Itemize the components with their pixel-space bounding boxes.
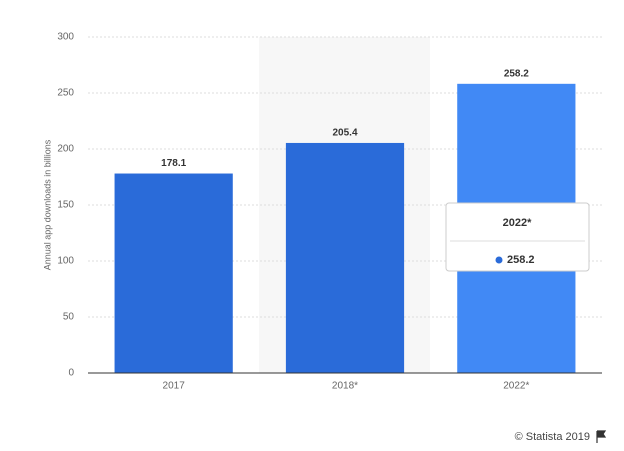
x-tick-label: 2017 [163,381,186,392]
tooltip: 2022* 258.2 [445,202,590,272]
y-axis-label: Annual app downloads in billions [42,139,52,270]
bar [114,173,233,373]
y-tick-label: 250 [57,88,74,99]
y-tick-label: 200 [57,144,74,155]
y-tick-label: 300 [57,32,74,43]
y-tick-label: 100 [57,256,74,267]
y-tick-label: 50 [63,312,75,323]
credit: © Statista 2019 [515,431,590,443]
flag-icon [596,430,607,443]
bar [285,142,405,373]
x-tick-label: 2022* [503,381,529,392]
value-label: 178.1 [161,158,186,169]
y-tick-label: 150 [57,200,74,211]
value-label: 258.2 [504,68,529,79]
y-tick-label: 0 [68,368,74,379]
tooltip-title: 2022* [503,217,532,229]
x-tick-label: 2018* [332,381,358,392]
tooltip-box [445,202,590,272]
tooltip-dot [495,256,503,264]
value-label: 205.4 [332,128,357,139]
tooltip-value: 258.2 [507,254,535,266]
